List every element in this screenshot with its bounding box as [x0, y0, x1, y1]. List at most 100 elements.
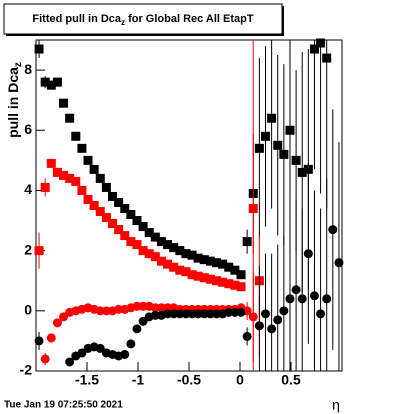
marker-square: [267, 113, 277, 123]
marker-circle: [132, 324, 142, 334]
marker-square: [322, 53, 332, 63]
marker-square: [34, 246, 44, 256]
footer: Tue Jan 19 07:25:50 2021: [4, 400, 123, 411]
y-axis-label: pull in Dcaz: [5, 62, 24, 138]
title-text: Fitted pull in Dca: [32, 13, 121, 25]
marker-circle: [322, 294, 332, 304]
y-tick-label: 2: [24, 241, 32, 257]
marker-square: [273, 140, 283, 150]
marker-square: [193, 253, 203, 263]
marker-square: [212, 258, 222, 268]
marker-square: [236, 270, 246, 280]
marker-square: [40, 77, 50, 87]
x-tick-label: 0.5: [281, 372, 301, 388]
marker-square: [181, 249, 191, 259]
marker-square: [224, 279, 234, 289]
marker-square: [89, 201, 99, 210]
marker-square: [285, 125, 295, 135]
marker-square: [46, 158, 56, 168]
marker-circle: [65, 357, 75, 367]
marker-circle: [309, 291, 319, 301]
title-box: [3, 3, 283, 35]
marker-circle: [273, 315, 283, 325]
marker-square: [254, 143, 264, 153]
marker-square: [309, 44, 319, 54]
y-tick-label: 6: [24, 121, 32, 137]
marker-circle: [261, 309, 270, 319]
marker-square: [163, 259, 173, 269]
marker-square: [205, 256, 215, 266]
chart-title: Fitted pull in Dcaz for Global Rec All E…: [32, 13, 253, 27]
x-tick-label: -1: [132, 372, 145, 388]
marker-square: [77, 143, 87, 153]
marker-square: [218, 259, 228, 269]
marker-square: [83, 194, 93, 204]
title-shadow: [6, 34, 284, 36]
marker-square: [126, 237, 136, 247]
marker-square: [175, 246, 185, 256]
marker-square: [52, 167, 62, 177]
marker-square: [95, 173, 105, 183]
y-label-text: pull in Dca: [5, 67, 21, 138]
marker-square: [150, 252, 160, 262]
marker-square: [212, 276, 222, 286]
marker-circle: [52, 318, 62, 328]
marker-square: [224, 262, 234, 272]
marker-square: [114, 225, 124, 235]
marker-square: [144, 228, 154, 238]
marker-square: [77, 185, 87, 195]
marker-square: [46, 80, 56, 90]
marker-circle: [291, 285, 301, 295]
marker-square: [187, 250, 197, 260]
marker-square: [59, 170, 69, 180]
title-text: for Global Rec All EtapT: [125, 13, 254, 25]
marker-square: [108, 191, 117, 201]
marker-square: [52, 77, 62, 87]
marker-circle: [248, 312, 258, 322]
title-subscript: z: [121, 18, 125, 27]
y-tick-label: 0: [24, 302, 32, 318]
marker-square: [291, 155, 301, 165]
marker-square: [205, 274, 215, 284]
marker-square: [138, 246, 148, 256]
marker-circle: [34, 336, 44, 346]
marker-square: [163, 240, 173, 250]
marker-square: [108, 219, 117, 229]
marker-circle: [334, 258, 344, 268]
marker-square: [71, 131, 81, 141]
marker-square: [132, 240, 142, 250]
marker-circle: [303, 249, 313, 259]
marker-circle: [126, 339, 136, 349]
x-axis-label: η: [332, 397, 340, 413]
marker-square: [261, 131, 270, 141]
marker-square: [40, 182, 50, 192]
marker-square: [144, 249, 154, 259]
y-tick-label: -2: [20, 362, 33, 378]
marker-square: [95, 207, 105, 217]
x-tick-label: -1.5: [75, 372, 99, 388]
x-tick-label: -0.5: [177, 372, 201, 388]
y-tick-label: 4: [24, 181, 32, 197]
marker-square: [218, 277, 228, 287]
marker-square: [187, 270, 197, 280]
marker-square: [169, 262, 179, 272]
marker-circle: [316, 309, 326, 319]
marker-square: [193, 271, 203, 281]
marker-square: [120, 231, 130, 241]
marker-square: [126, 210, 136, 220]
marker-circle: [120, 349, 130, 359]
marker-square: [242, 237, 252, 247]
marker-circle: [297, 294, 307, 304]
marker-square: [138, 222, 148, 232]
marker-square: [169, 243, 179, 253]
marker-square: [279, 149, 289, 159]
marker-circle: [279, 306, 289, 316]
marker-square: [101, 182, 111, 192]
marker-square: [248, 204, 258, 214]
marker-square: [83, 155, 93, 165]
title-shadow: [282, 6, 284, 36]
marker-circle: [254, 321, 264, 331]
marker-square: [65, 113, 75, 123]
y-label-subscript: z: [13, 62, 24, 67]
